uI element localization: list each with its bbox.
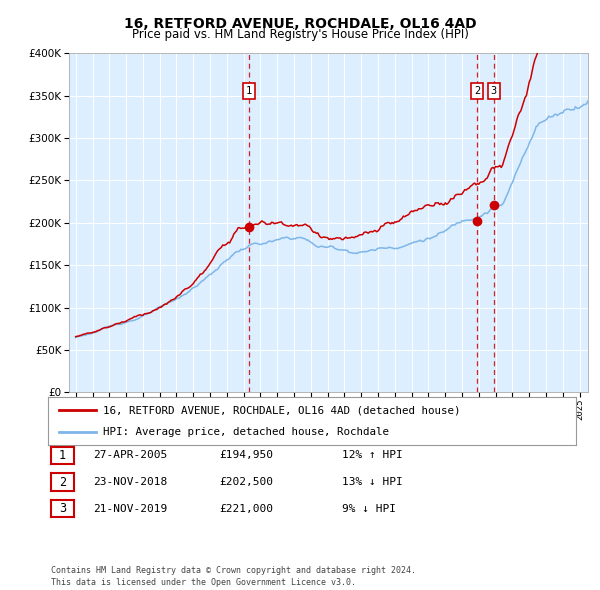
Text: Price paid vs. HM Land Registry's House Price Index (HPI): Price paid vs. HM Land Registry's House … — [131, 28, 469, 41]
Text: Contains HM Land Registry data © Crown copyright and database right 2024.
This d: Contains HM Land Registry data © Crown c… — [51, 566, 416, 587]
Text: 12% ↑ HPI: 12% ↑ HPI — [342, 451, 403, 460]
Text: 3: 3 — [491, 86, 497, 96]
Text: 1: 1 — [246, 86, 252, 96]
Text: HPI: Average price, detached house, Rochdale: HPI: Average price, detached house, Roch… — [103, 427, 389, 437]
Text: 9% ↓ HPI: 9% ↓ HPI — [342, 504, 396, 513]
Text: 13% ↓ HPI: 13% ↓ HPI — [342, 477, 403, 487]
Text: 2: 2 — [474, 86, 480, 96]
Text: 1: 1 — [59, 449, 66, 462]
Text: 2: 2 — [59, 476, 66, 489]
Text: 21-NOV-2019: 21-NOV-2019 — [93, 504, 167, 513]
Text: 23-NOV-2018: 23-NOV-2018 — [93, 477, 167, 487]
Text: 16, RETFORD AVENUE, ROCHDALE, OL16 4AD (detached house): 16, RETFORD AVENUE, ROCHDALE, OL16 4AD (… — [103, 405, 461, 415]
Text: £202,500: £202,500 — [219, 477, 273, 487]
Text: 16, RETFORD AVENUE, ROCHDALE, OL16 4AD: 16, RETFORD AVENUE, ROCHDALE, OL16 4AD — [124, 17, 476, 31]
Text: 3: 3 — [59, 502, 66, 515]
Text: £194,950: £194,950 — [219, 451, 273, 460]
Text: 27-APR-2005: 27-APR-2005 — [93, 451, 167, 460]
Text: £221,000: £221,000 — [219, 504, 273, 513]
